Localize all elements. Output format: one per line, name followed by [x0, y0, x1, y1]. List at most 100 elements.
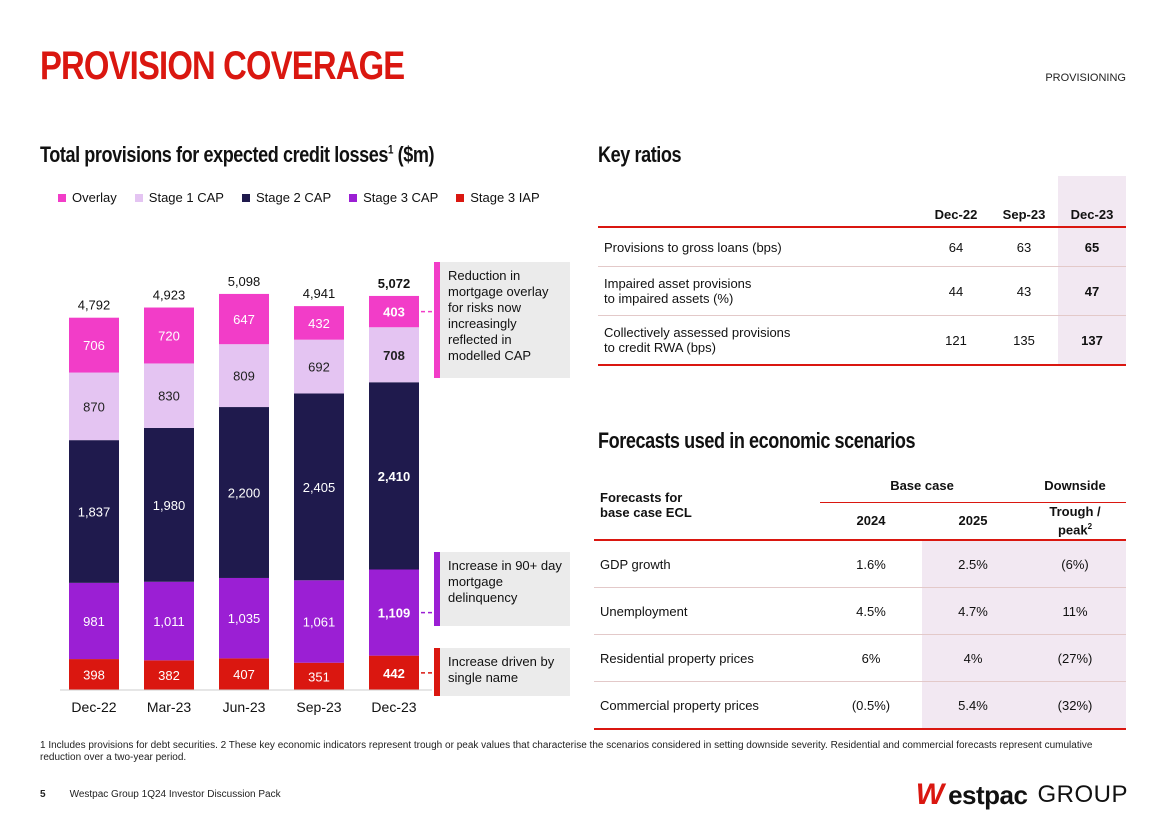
bar-segment: [69, 440, 119, 583]
bar-segment: [369, 655, 419, 690]
kr-cell: 44: [948, 283, 964, 299]
table-row: Collectively assessed provisions to credi…: [598, 315, 1126, 366]
bar-segment: [144, 307, 194, 364]
bar-value-label: 647: [233, 312, 255, 327]
table-row: Provisions to gross loans (bps) 64 63 65: [598, 227, 1126, 267]
kr-label-line: Provisions to gross loans (bps): [604, 239, 782, 255]
bar-value-label: 351: [308, 669, 330, 684]
legend-label: Stage 3 IAP: [470, 190, 540, 205]
fc-cell: 4%: [922, 634, 1024, 682]
fc-corner: Forecasts for base case ECL: [594, 470, 820, 540]
callout-iap-bar: [434, 648, 440, 696]
logo-w: W: [915, 778, 945, 811]
legend-swatch: [456, 193, 465, 202]
callout-overlay: Reduction in mortgage overlay for risks …: [434, 262, 570, 378]
footer: 5 Westpac Group 1Q24 Investor Discussion …: [40, 789, 281, 800]
fc-col-peak-sup: 2: [1087, 522, 1093, 532]
bar-value-label: 1,011: [153, 614, 185, 629]
fc-col-peak: peak: [1057, 522, 1088, 538]
kr-cell-highlight: 65: [1058, 227, 1126, 267]
fc-cell: (27%): [1024, 634, 1126, 682]
legend-swatch: [58, 193, 66, 202]
bar-value-label: 809: [233, 369, 255, 384]
key-ratios-table: Dec-22 Sep-23 Dec-23 Provisions to gross…: [598, 176, 1126, 366]
bar-total-label: 5,072: [378, 276, 411, 291]
x-tick-label: Dec-22: [71, 699, 116, 715]
bar-value-label: 2,405: [303, 480, 336, 495]
bar-value-label: 432: [308, 316, 330, 331]
fc-cell: (0.5%): [851, 697, 891, 713]
kr-row-label: Provisions to gross loans (bps): [598, 227, 922, 267]
bar-value-label: 382: [158, 668, 180, 683]
fc-cell: (32%): [1024, 681, 1126, 729]
bar-total-label: 4,941: [303, 286, 336, 301]
kr-cell: 64: [948, 239, 964, 255]
page-number: 5: [40, 789, 46, 800]
fc-cell: (6%): [1024, 540, 1126, 588]
callout-overlay-text: Reduction in mortgage overlay for risks …: [448, 268, 549, 363]
forecasts-table: Forecasts for base case ECL Base case Dow…: [594, 470, 1126, 730]
bar-total-label: 5,098: [228, 274, 261, 289]
table-row: Residential property prices 6% 4% (27%): [594, 634, 1126, 682]
bar-segment: [144, 581, 194, 661]
bar-total-label: 4,923: [153, 288, 186, 303]
callout-overlay-bar: [434, 262, 440, 378]
bar-segment: [69, 582, 119, 660]
kr-col-dec23: Dec-23: [1058, 176, 1126, 227]
bar-segment: [369, 295, 419, 328]
kr-row-label: Collectively assessed provisions to credi…: [598, 316, 922, 366]
bar-segment: [219, 344, 269, 408]
table-row: GDP growth 1.6% 2.5% (6%): [594, 540, 1126, 588]
callout-iap-text: Increase driven by single name: [448, 654, 555, 685]
bar-value-label: 1,061: [303, 615, 336, 630]
bar-value-label: 1,109: [378, 606, 411, 621]
fc-row-label: Unemployment: [600, 603, 688, 619]
kr-corner: [598, 176, 922, 227]
fc-cell: 4.5%: [856, 603, 886, 619]
x-tick-label: Sep-23: [296, 699, 341, 715]
bar-value-label: 706: [83, 338, 105, 353]
x-tick-label: Dec-23: [371, 699, 416, 715]
section-tag: PROVISIONING: [1045, 72, 1126, 84]
bar-value-label: 403: [383, 305, 405, 320]
bar-segment: [294, 662, 344, 690]
kr-label-line: to impaired assets (%): [604, 291, 734, 306]
bar-value-label: 830: [158, 389, 180, 404]
legend-item: Stage 1 CAP: [134, 190, 224, 205]
bar-value-label: 708: [383, 348, 405, 363]
bar-segment: [69, 372, 119, 441]
fc-cell: 4.7%: [922, 587, 1024, 635]
bar-segment: [69, 317, 119, 373]
fc-row-label: GDP growth: [600, 556, 671, 572]
fc-group-base: Base case: [820, 470, 1024, 503]
bar-segment: [294, 393, 344, 581]
legend-item: Stage 3 IAP: [456, 190, 540, 205]
bar-value-label: 398: [83, 668, 105, 683]
legend-label: Stage 2 CAP: [255, 190, 332, 205]
callout-iap: Increase driven by single name: [434, 648, 570, 696]
bar-value-label: 2,200: [228, 486, 261, 501]
fc-cell: 1.6%: [856, 556, 886, 572]
chart-heading: Total provisions for expected credit los…: [40, 142, 434, 168]
fc-corner-line: Forecasts for: [600, 489, 683, 505]
bar-segment: [144, 660, 194, 690]
doc-title: Westpac Group 1Q24 Investor Discussion P…: [69, 789, 281, 800]
bar-value-label: 692: [308, 360, 330, 375]
kr-cell: 63: [1016, 239, 1032, 255]
bar-value-label: 981: [83, 614, 105, 629]
bar-segment: [144, 427, 194, 582]
legend-label: Stage 3 CAP: [363, 190, 439, 205]
callout-stage3cap-bar: [434, 552, 440, 626]
kr-cell: 135: [1013, 332, 1035, 348]
table-row: Unemployment 4.5% 4.7% 11%: [594, 587, 1126, 635]
fc-col-trough-line: Trough /: [1049, 504, 1101, 520]
fc-col-trough: Trough / peak2: [1024, 502, 1126, 540]
bar-segment: [219, 407, 269, 578]
bar-segment: [294, 306, 344, 340]
bar-segment: [144, 363, 194, 428]
kr-label-line: to credit RWA (bps): [604, 340, 716, 355]
fc-col-2025: 2025: [958, 513, 988, 529]
legend-item: Stage 3 CAP: [349, 190, 438, 205]
chart-heading-text: Total provisions for expected credit los…: [40, 142, 388, 167]
table-row: Impaired asset provisions to impaired ass…: [598, 266, 1126, 316]
